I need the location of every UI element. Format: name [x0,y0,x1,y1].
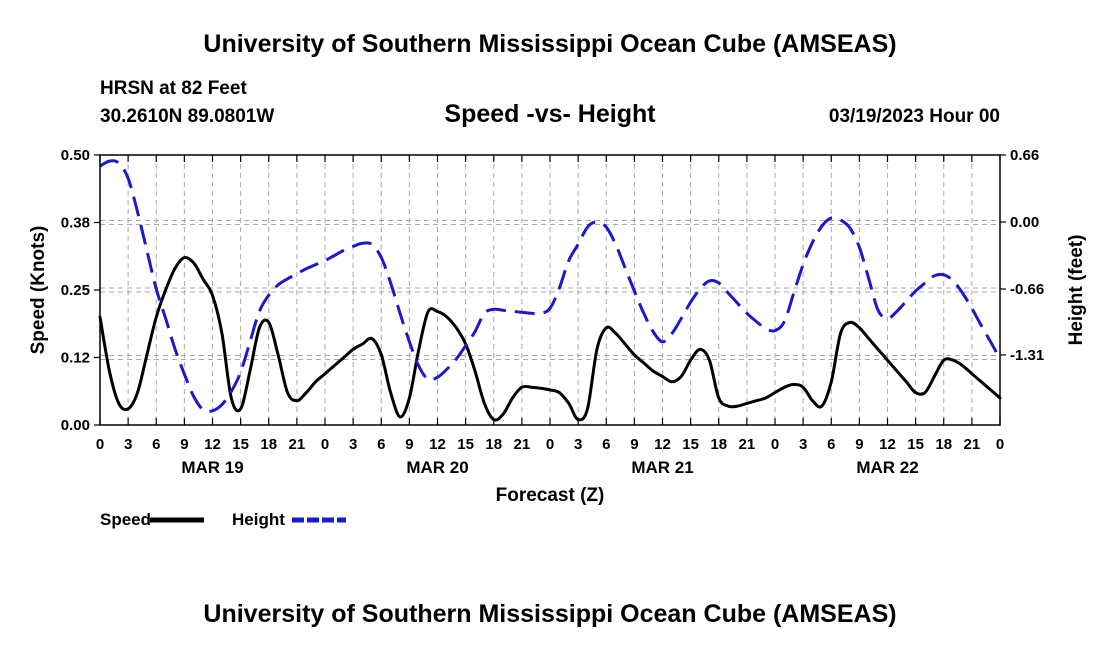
footer-title: University of Southern Mississippi Ocean… [203,600,897,628]
x-tick-label: 21 [514,436,531,453]
x-tick-label: 12 [429,436,446,453]
height-series-line [99,159,1002,413]
right-y-axis-title: Height (feet) [1066,235,1087,346]
x-tick-label: 9 [630,436,638,453]
axes: 0 3 6 9 12 15 18 21 0 3 6 9 12 15 18 21 0 3 6 9 12 15 18 21 0 3 6 9… [28,147,1087,506]
x-tick-label: 0 [96,436,104,453]
x-tick-label: 12 [204,436,221,453]
x-tick-label: 9 [855,436,863,453]
x-tick-label: 15 [457,436,474,453]
x-tick-label: 0 [321,436,329,453]
right-y-tick-label: -1.31 [1010,347,1044,364]
right-y-tick-label: 0.00 [1010,214,1039,231]
day-label: MAR 22 [856,458,918,477]
legend: Speed Height [100,510,346,529]
x-tick-label: 12 [654,436,671,453]
x-tick-label: 15 [682,436,699,453]
x-tick-label: 0 [546,436,554,453]
x-tick-label: 6 [827,436,835,453]
speed-height-chart: 0 3 6 9 12 15 18 21 0 3 6 9 12 15 18 21 0 3 6 9 12 15 18 21 0 3 6 9… [28,147,1087,529]
right-y-tick-label: 0.66 [1010,147,1039,164]
x-tick-label: 9 [180,436,188,453]
right-y-tick-label: -0.66 [1010,281,1044,298]
day-label: MAR 19 [181,458,243,477]
page-title: University of Southern Mississippi Ocean… [203,30,897,58]
x-tick-label: 3 [574,436,582,453]
x-tick-label: 0 [996,436,1004,453]
forecast-date-hour: 03/19/2023 Hour 00 [828,106,1000,127]
x-tick-label: 21 [289,436,306,453]
left-y-tick-label: 0.12 [61,350,90,367]
legend-label-height: Height [232,510,285,529]
x-axis-title: Forecast (Z) [496,485,605,506]
x-tick-label: 6 [602,436,610,453]
left-y-tick-label: 0.00 [61,417,90,434]
left-y-tick-label: 0.25 [61,282,90,299]
left-y-tick-label: 0.38 [61,215,90,232]
legend-label-speed: Speed [100,510,151,529]
x-tick-label: 21 [964,436,981,453]
x-tick-label: 18 [260,436,277,453]
x-tick-label: 3 [349,436,357,453]
series-lines [98,159,1002,422]
x-tick-label: 0 [771,436,779,453]
x-tick-label: 6 [152,436,160,453]
x-tick-label: 15 [232,436,249,453]
x-tick-label: 9 [405,436,413,453]
x-tick-label: 21 [739,436,756,453]
day-label: MAR 21 [631,458,693,477]
station-coordinates: 30.2610N 89.0801W [100,106,275,127]
day-label: MAR 20 [406,458,468,477]
x-tick-label: 6 [377,436,385,453]
x-tick-label: 18 [710,436,727,453]
speed-series-line [98,255,1002,422]
station-label: HRSN at 82 Feet [100,78,247,99]
left-y-tick-label: 0.50 [61,147,90,164]
x-tick-label: 3 [124,436,132,453]
x-tick-label: 12 [879,436,896,453]
chart-title: Speed -vs- Height [444,100,656,128]
left-y-axis-title: Speed (Knots) [28,226,49,355]
x-tick-label: 3 [799,436,807,453]
x-tick-label: 15 [907,436,924,453]
x-tick-label: 18 [935,436,952,453]
x-tick-label: 18 [485,436,502,453]
